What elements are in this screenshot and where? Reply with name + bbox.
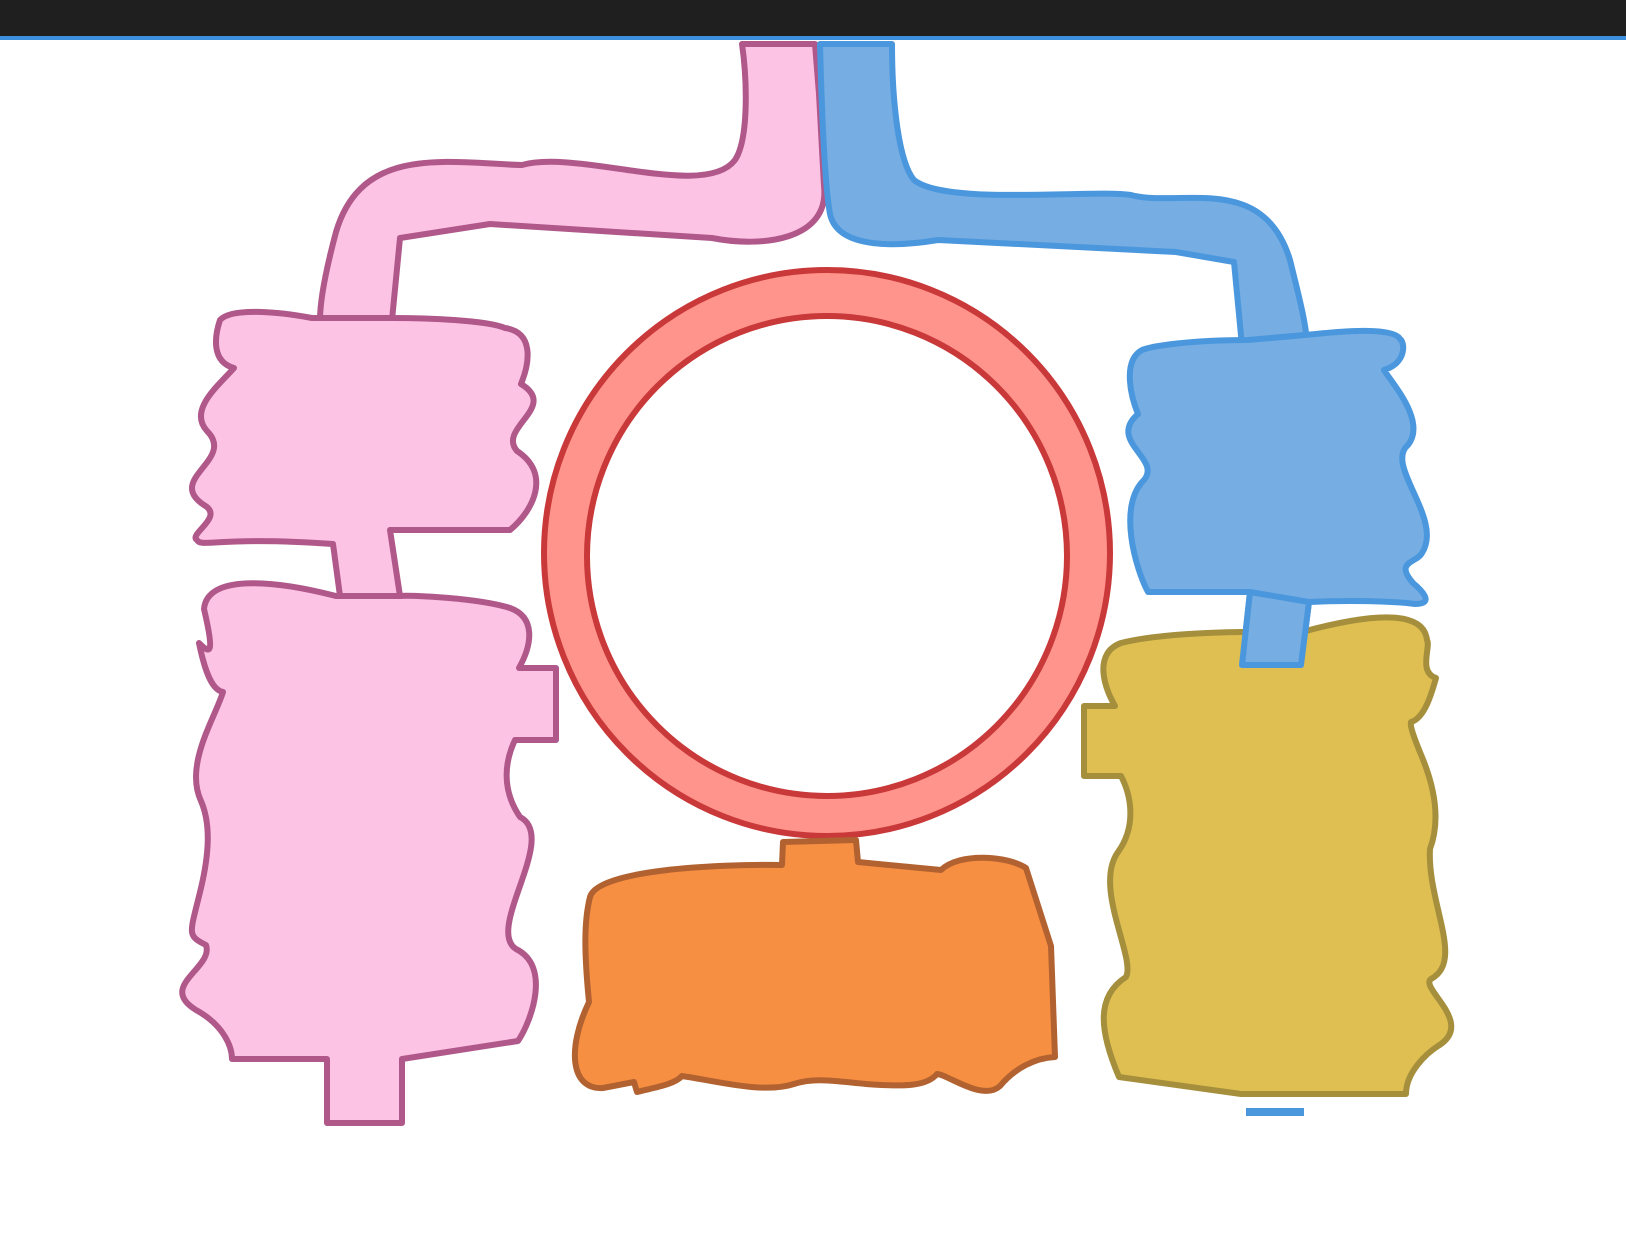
pink-left-lower-block bbox=[179, 580, 559, 1126]
blue-right-stem bbox=[1239, 589, 1312, 668]
pink-left-upper-block bbox=[189, 308, 540, 599]
orange-bottom-block bbox=[571, 837, 1058, 1095]
blue-right-upper-block bbox=[1125, 327, 1430, 668]
yellow-right-lower-block bbox=[1081, 614, 1455, 1097]
blue-small-dash bbox=[1246, 1108, 1304, 1116]
top-bar bbox=[0, 0, 1626, 40]
blue-top-connector bbox=[817, 41, 1310, 349]
red-ring bbox=[541, 267, 1113, 839]
pink-top-connector bbox=[317, 41, 828, 323]
